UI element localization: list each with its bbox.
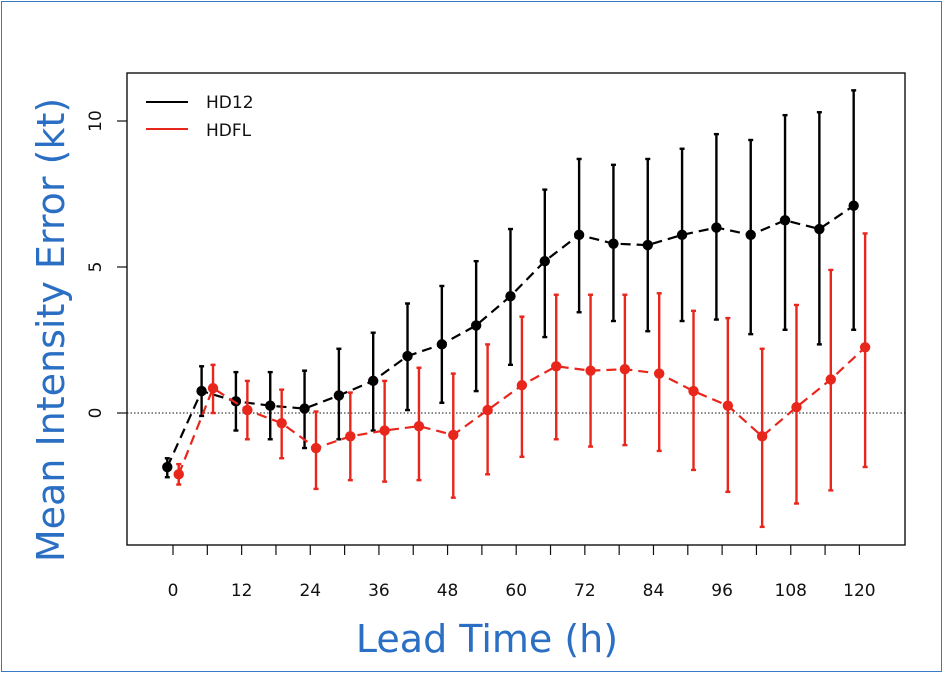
data-point <box>162 461 173 473</box>
data-point <box>539 255 550 267</box>
data-point <box>230 396 242 407</box>
data-point <box>551 361 562 372</box>
data-point <box>470 320 482 331</box>
y-tick-label: 10 <box>86 110 106 132</box>
data-point <box>482 404 493 416</box>
data-point <box>265 400 276 411</box>
data-point <box>711 222 722 233</box>
data-point <box>779 215 791 226</box>
data-point <box>413 420 425 432</box>
data-point <box>619 364 631 375</box>
data-point <box>859 342 871 353</box>
x-tick-label: 24 <box>299 581 321 601</box>
x-axis-title: Lead Time (h) <box>356 617 618 661</box>
data-point <box>573 229 585 241</box>
data-point <box>516 380 528 391</box>
data-point <box>688 385 699 397</box>
x-tick-label: 48 <box>437 581 459 601</box>
y-tick-label: 5 <box>86 262 106 273</box>
series-hdfl <box>173 232 871 529</box>
legend-label-hd12: HD12 <box>206 93 254 113</box>
data-point <box>310 442 322 454</box>
data-point <box>276 418 287 429</box>
data-point <box>848 200 859 211</box>
x-tick-label: 36 <box>368 581 390 601</box>
legend: HD12 HDFL <box>146 93 254 141</box>
x-tick-label: 96 <box>711 581 733 601</box>
data-point <box>196 385 207 397</box>
data-point <box>505 291 516 302</box>
x-tick-label: 84 <box>643 581 665 601</box>
data-point <box>585 365 596 376</box>
y-axis-title: Mean Intensity Error (kt) <box>29 98 73 562</box>
data-point <box>207 382 219 394</box>
data-point <box>173 469 184 480</box>
data-point <box>299 403 310 414</box>
y-axis: 0 5 10 <box>86 110 128 419</box>
data-point <box>825 374 836 385</box>
data-point <box>745 229 756 241</box>
data-point <box>814 223 825 235</box>
data-point <box>379 425 390 436</box>
data-point <box>368 375 379 387</box>
data-point <box>345 431 356 442</box>
series-hd12 <box>162 89 859 479</box>
x-tick-label: 120 <box>843 581 875 601</box>
data-point <box>642 239 653 251</box>
data-point <box>608 238 619 249</box>
y-tick-label: 0 <box>86 408 106 419</box>
x-tick-label: 12 <box>231 581 253 601</box>
x-tick-label: 108 <box>775 581 807 601</box>
data-point <box>333 390 345 401</box>
x-axis: 0 12 24 36 48 60 72 84 96 108 120 <box>168 544 876 601</box>
data-point <box>722 400 734 411</box>
x-tick-label: 0 <box>168 581 179 601</box>
data-point <box>436 339 448 350</box>
x-tick-label: 60 <box>505 581 527 601</box>
data-point <box>654 368 665 379</box>
data-point <box>791 401 802 413</box>
legend-label-hdfl: HDFL <box>206 121 252 141</box>
x-tick-label: 72 <box>574 581 596 601</box>
data-point <box>402 350 413 362</box>
plot-box <box>126 72 906 546</box>
data-point <box>756 431 768 442</box>
data-point <box>448 429 459 441</box>
data-point <box>676 229 688 241</box>
data-point <box>242 404 253 416</box>
series-layer <box>162 89 871 529</box>
